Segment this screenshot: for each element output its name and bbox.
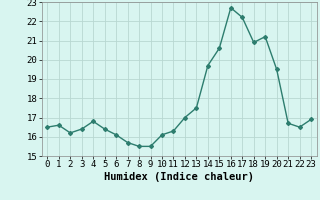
X-axis label: Humidex (Indice chaleur): Humidex (Indice chaleur) (104, 172, 254, 182)
